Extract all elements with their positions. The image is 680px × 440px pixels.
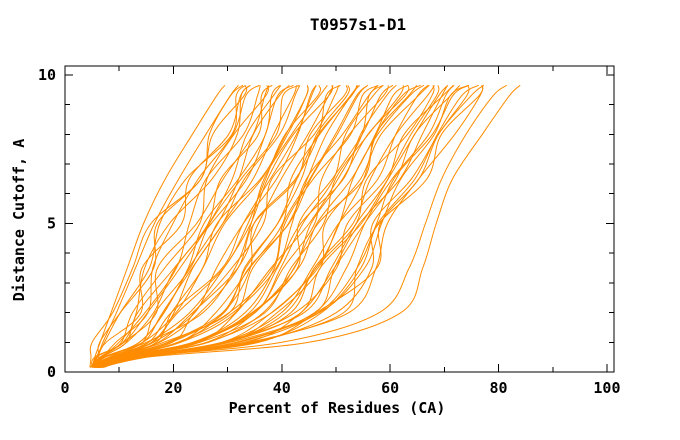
model-curve: [102, 84, 521, 368]
model-curve: [98, 85, 449, 368]
model-curve: [98, 84, 397, 368]
model-curve: [100, 84, 507, 368]
x-tick-label: 60: [381, 379, 399, 397]
x-tick-label: 100: [593, 379, 620, 397]
x-tick-label: 0: [60, 379, 69, 397]
model-curve: [94, 85, 334, 368]
model-curve: [93, 85, 348, 368]
model-curve: [95, 84, 294, 368]
x-tick-label: 20: [164, 379, 182, 397]
x-tick-label: 80: [490, 379, 508, 397]
model-curve: [91, 84, 226, 368]
model-curve: [95, 84, 328, 368]
axes-group: [64, 65, 615, 373]
model-curve: [93, 85, 248, 368]
model-curves-group: [89, 84, 521, 368]
plot-title: T0957s1-D1: [310, 15, 406, 34]
model-curve: [96, 85, 410, 368]
model-curve: [98, 84, 469, 368]
y-tick-label: 5: [47, 214, 56, 232]
x-tick-label: 40: [273, 379, 291, 397]
model-curve: [91, 84, 239, 368]
model-curve: [97, 85, 358, 368]
y-tick-label: 0: [47, 363, 56, 381]
y-tick-label: 10: [38, 66, 56, 84]
x-axis-label: Percent of Residues (CA): [229, 399, 446, 417]
y-axis-label: Distance Cutoff, A: [10, 139, 28, 302]
tick-labels-group: 0 20 40 60 80 100 0 5 10: [38, 66, 621, 397]
model-curve: [97, 85, 484, 368]
model-curve: [95, 84, 369, 368]
plot-frame: [64, 65, 615, 373]
model-curve: [96, 84, 425, 368]
model-curve: [95, 84, 379, 368]
